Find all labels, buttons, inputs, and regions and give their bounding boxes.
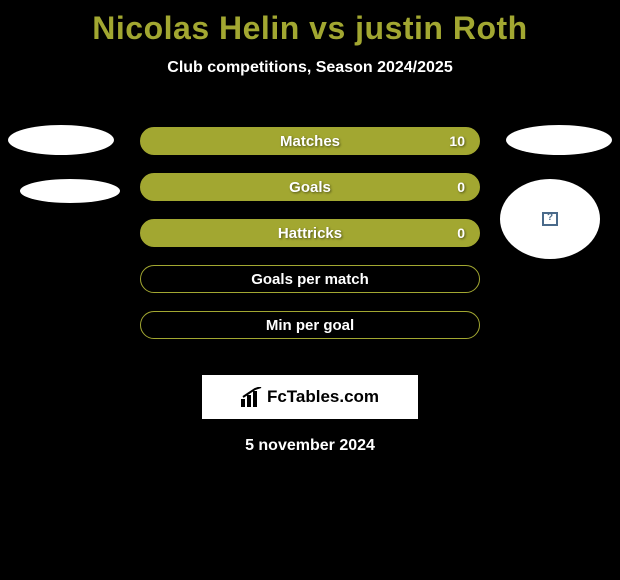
stat-bar-hattricks: Hattricks 0: [140, 219, 480, 247]
right-player-shape: [506, 125, 612, 155]
brand-logo: FcTables.com: [202, 375, 418, 419]
date-text: 5 november 2024: [0, 437, 620, 455]
subtitle: Club competitions, Season 2024/2025: [0, 59, 620, 77]
stat-bar-min-per-goal: Min per goal: [140, 311, 480, 339]
stat-label: Hattricks: [278, 225, 342, 242]
stat-label: Matches: [280, 133, 340, 150]
page-title: Nicolas Helin vs justin Roth: [0, 0, 620, 47]
stat-label: Goals: [289, 179, 331, 196]
left-player-shape: [20, 179, 120, 203]
brand-text: FcTables.com: [267, 387, 379, 407]
stat-label: Min per goal: [266, 317, 354, 334]
left-player-shape: [8, 125, 114, 155]
comparison-chart: Matches 10 Goals 0 Hattricks 0 Goals per match…: [0, 107, 620, 357]
stat-bars: Matches 10 Goals 0 Hattricks 0 Goals per match…: [140, 127, 480, 357]
right-player-avatar: [500, 179, 600, 259]
stat-bar-goals-per-match: Goals per match: [140, 265, 480, 293]
image-placeholder-icon: [542, 212, 558, 226]
stat-value: 10: [449, 133, 465, 149]
chart-icon: [241, 387, 263, 407]
stat-bar-goals: Goals 0: [140, 173, 480, 201]
stat-value: 0: [457, 225, 465, 241]
stat-bar-matches: Matches 10: [140, 127, 480, 155]
stat-value: 0: [457, 179, 465, 195]
stat-label: Goals per match: [251, 271, 369, 288]
